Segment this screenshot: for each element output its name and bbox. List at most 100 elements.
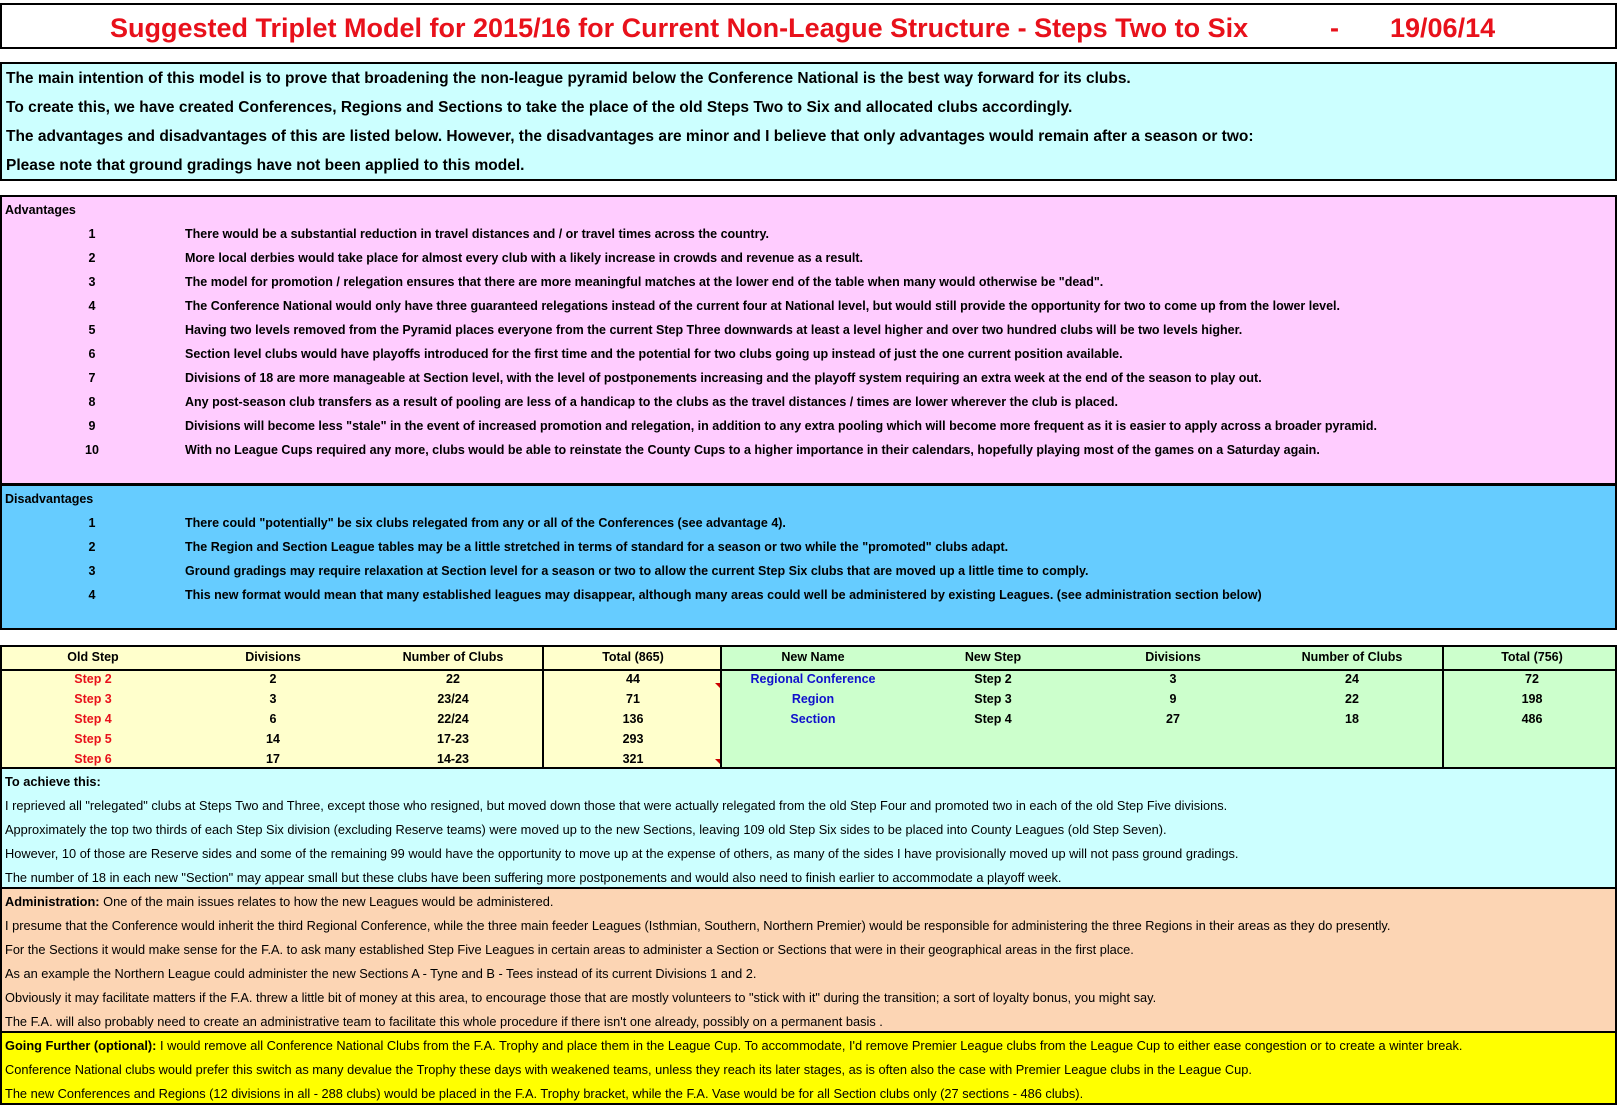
item-text: Divisions will become less "stale" in th…	[185, 419, 1378, 433]
item-number: 8	[88, 395, 96, 409]
table-cell: 22/24	[437, 712, 469, 726]
table-header: Old Step	[67, 650, 119, 664]
table-cell: 486	[1521, 712, 1543, 726]
item-number: 4	[88, 299, 96, 313]
paragraph-line: However, 10 of those are Reserve sides a…	[5, 846, 1239, 861]
paragraph-text: One of the main issues relates to how th…	[99, 894, 554, 909]
table-cell: 14-23	[437, 752, 469, 766]
table-header: New Name	[781, 650, 845, 664]
table-cell: Regional Conference	[750, 672, 876, 686]
table-cell: 14	[266, 732, 280, 746]
table-cell: 198	[1521, 692, 1543, 706]
table-cell: 3	[269, 692, 277, 706]
item-number: 6	[88, 347, 96, 361]
item-number: 5	[88, 323, 96, 337]
table-cell: 18	[1345, 712, 1359, 726]
paragraph-line: Conference National clubs would prefer t…	[5, 1062, 1252, 1077]
table-header: Total (865)	[602, 650, 664, 664]
item-number: 2	[88, 540, 96, 554]
item-number: 9	[88, 419, 96, 433]
table-header: Total (756)	[1501, 650, 1563, 664]
item-text: More local derbies would take place for …	[185, 251, 864, 265]
old-steps-table	[2, 647, 720, 767]
administration-section: Administration: One of the main issues r…	[0, 887, 1617, 1033]
table-header: Divisions	[245, 650, 301, 664]
paragraph-line: The new Conferences and Regions (12 divi…	[5, 1086, 1084, 1101]
going_further-first-line: Going Further (optional): I would remove…	[5, 1038, 1462, 1053]
table-cell: 72	[1525, 672, 1539, 686]
table-cell: Step 2	[74, 672, 112, 686]
paragraph-line: Obviously it may facilitate matters if t…	[5, 990, 1157, 1005]
paragraph-line: Approximately the top two thirds of each…	[5, 822, 1167, 837]
table-cell: Step 4	[74, 712, 112, 726]
item-text: The Region and Section League tables may…	[185, 540, 1009, 554]
table-cell: 71	[626, 692, 640, 706]
item-text: There could "potentially" be six clubs r…	[185, 516, 786, 530]
table-cell: 23/24	[437, 692, 469, 706]
advantages-section: Advantages 1 There would be a substantial …	[0, 195, 1617, 485]
table-header: Divisions	[1145, 650, 1201, 664]
title-row: Suggested Triplet Model for 2015/16 for …	[0, 3, 1617, 49]
item-number: 7	[88, 371, 96, 385]
table-header: Number of Clubs	[1301, 650, 1403, 664]
item-number: 1	[88, 516, 96, 530]
item-number: 3	[88, 564, 96, 578]
intro-line: Please note that ground gradings have no…	[6, 157, 525, 174]
table-cell: 293	[622, 732, 644, 746]
item-text: There would be a substantial reduction i…	[185, 227, 769, 241]
table-cell: 17	[266, 752, 280, 766]
achieve-label: To achieve this:	[5, 774, 101, 789]
paragraph-line: I reprieved all "relegated" clubs at Ste…	[5, 798, 1228, 813]
table-header: New Step	[964, 650, 1022, 664]
table-cell: 136	[622, 712, 644, 726]
item-text: Section level clubs would have playoffs …	[185, 347, 1123, 361]
table-cell: Step 4	[974, 712, 1012, 726]
intro-line: The main intention of this model is to p…	[6, 70, 1131, 87]
item-text: Divisions of 18 are more manageable at S…	[185, 371, 1262, 385]
table-cell: 3	[1169, 672, 1177, 686]
table-cell: Step 3	[974, 692, 1012, 706]
disadvantages-section: Disadvantages 1 There could "potentially" …	[0, 484, 1617, 630]
paragraph-line: The F.A. will also probably need to crea…	[5, 1014, 883, 1029]
table-cell: 321	[622, 752, 644, 766]
item-number: 3	[88, 275, 96, 289]
paragraph-line: For the Sections it would make sense for…	[5, 942, 1134, 957]
paragraph-line: The number of 18 in each new "Section" m…	[5, 870, 1062, 885]
paragraph-line: I presume that the Conference would inhe…	[5, 918, 1391, 933]
paragraph-text: I would remove all Conference National C…	[156, 1038, 1463, 1053]
administration-first-line: Administration: One of the main issues r…	[5, 894, 553, 909]
table-cell: 2	[269, 672, 277, 686]
item-number: 2	[88, 251, 96, 265]
intro-section: The main intention of this model is to p…	[0, 62, 1617, 181]
table-cell: 22	[446, 672, 460, 686]
item-text: Ground gradings may require relaxation a…	[185, 564, 1089, 578]
item-number: 4	[88, 588, 96, 602]
table-cell: Step 3	[74, 692, 112, 706]
table-header: Number of Clubs	[402, 650, 504, 664]
new-steps-table	[720, 647, 1615, 767]
table-cell: Region	[791, 692, 835, 706]
table-cell: 27	[1166, 712, 1180, 726]
intro-line: To create this, we have created Conferen…	[6, 99, 1073, 116]
title-separator: -	[1330, 13, 1339, 43]
item-text: The model for promotion / relegation ens…	[185, 275, 1104, 289]
paragraph-line: As an example the Northern League could …	[5, 966, 757, 981]
intro-line: The advantages and disadvantages of this…	[6, 128, 1254, 145]
table-cell: 44	[626, 672, 640, 686]
title-date: 19/06/14	[1390, 13, 1496, 43]
item-text: With no League Cups required any more, c…	[185, 443, 1320, 457]
achieve-section: To achieve this: I reprieved all "relegat…	[0, 767, 1617, 889]
advantages-label: Advantages	[5, 203, 76, 217]
item-text: Having two levels removed from the Pyram…	[185, 323, 1243, 337]
going_further-label: Going Further (optional):	[5, 1038, 157, 1053]
item-text: This new format would mean that many est…	[185, 588, 1262, 602]
item-text: Any post-season club transfers as a resu…	[185, 395, 1118, 409]
table-cell: Step 6	[74, 752, 112, 766]
table-cell: 17-23	[437, 732, 469, 746]
table-cell: Section	[790, 712, 836, 726]
table-cell: 24	[1345, 672, 1359, 686]
table-cell: 22	[1345, 692, 1359, 706]
table-cell: Step 5	[74, 732, 112, 746]
page-title: Suggested Triplet Model for 2015/16 for …	[110, 13, 1249, 43]
table-cell: Step 2	[974, 672, 1012, 686]
